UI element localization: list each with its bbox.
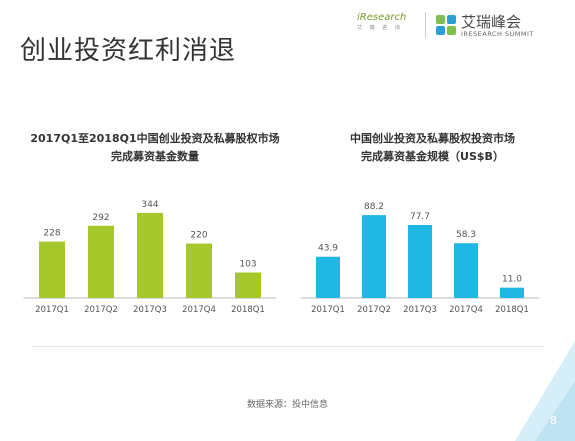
data-label: 344 (141, 200, 158, 210)
data-label: 103 (239, 260, 256, 270)
bar (186, 243, 212, 298)
divider-line (32, 346, 544, 347)
data-label: 77.7 (410, 212, 430, 222)
chart-2-title-line1: 中国创业投资及私募股权投资市场 (350, 132, 515, 145)
chart-2-title: 中国创业投资及私募股权投资市场 完成募资基金规模（US$B） (290, 130, 575, 166)
x-tick-label: 2018Q1 (231, 305, 265, 315)
chart-2-title-line2: 完成募资基金规模（US$B） (361, 150, 504, 163)
x-tick-label: 2017Q3 (403, 305, 437, 315)
corner-decoration (515, 341, 575, 441)
x-tick-label: 2018Q1 (495, 305, 529, 315)
iresearch-logo-text: iResearch (357, 12, 407, 23)
x-tick-label: 2017Q2 (84, 305, 118, 315)
x-tick-label: 2017Q3 (133, 305, 167, 315)
chart-1-title: 2017Q1至2018Q1中国创业投资及私募股权市场 完成募资基金数量 (10, 130, 300, 166)
page-title: 创业投资红利消退 (20, 36, 237, 66)
bar (362, 215, 386, 298)
data-label: 11.0 (502, 275, 522, 285)
bar (137, 212, 163, 298)
data-label: 228 (43, 229, 60, 239)
bar (235, 272, 261, 298)
chart-1-title-line2: 完成募资基金数量 (111, 150, 199, 163)
logo-area: iResearch 艾 瑞 咨 询 艾瑞峰会 IRESEARCH SUMMIT (357, 10, 567, 42)
x-tick-label: 2017Q1 (311, 305, 345, 315)
bar (500, 287, 524, 298)
summit-logo-icon (436, 15, 456, 35)
bar (39, 241, 65, 298)
summit-name: 艾瑞峰会 (461, 13, 522, 31)
bar (88, 225, 114, 298)
iresearch-logo-subtext: 艾 瑞 咨 询 (357, 25, 403, 31)
data-label: 43.9 (318, 244, 338, 254)
logo-divider (425, 12, 426, 38)
x-tick-label: 2017Q4 (449, 305, 483, 315)
data-label: 88.2 (364, 202, 384, 212)
data-label: 58.3 (456, 230, 476, 240)
source-note: 数据来源：投中信息 (246, 400, 328, 410)
x-tick-label: 2017Q1 (35, 305, 69, 315)
bar (408, 224, 432, 298)
data-label: 220 (190, 231, 207, 241)
page-number: 8 (550, 414, 557, 427)
data-label: 292 (92, 213, 109, 223)
x-tick-label: 2017Q2 (357, 305, 391, 315)
iresearch-logo: iResearch 艾 瑞 咨 询 (357, 12, 417, 40)
bar (316, 256, 340, 298)
chart-1-bar-chart: 228 2017Q1 292 2017Q2 344 2017Q3 220 2017Q4 103 2… (23, 200, 277, 315)
summit-subtitle: IRESEARCH SUMMIT (461, 30, 534, 38)
chart-1-title-line1: 2017Q1至2018Q1中国创业投资及私募股权市场 (30, 132, 280, 145)
x-tick-label: 2017Q4 (182, 305, 216, 315)
chart-2-bar-chart: 43.9 2017Q1 88.2 2017Q2 77.7 2017Q3 58.3 2017Q4… (301, 202, 539, 315)
bar (454, 243, 478, 298)
